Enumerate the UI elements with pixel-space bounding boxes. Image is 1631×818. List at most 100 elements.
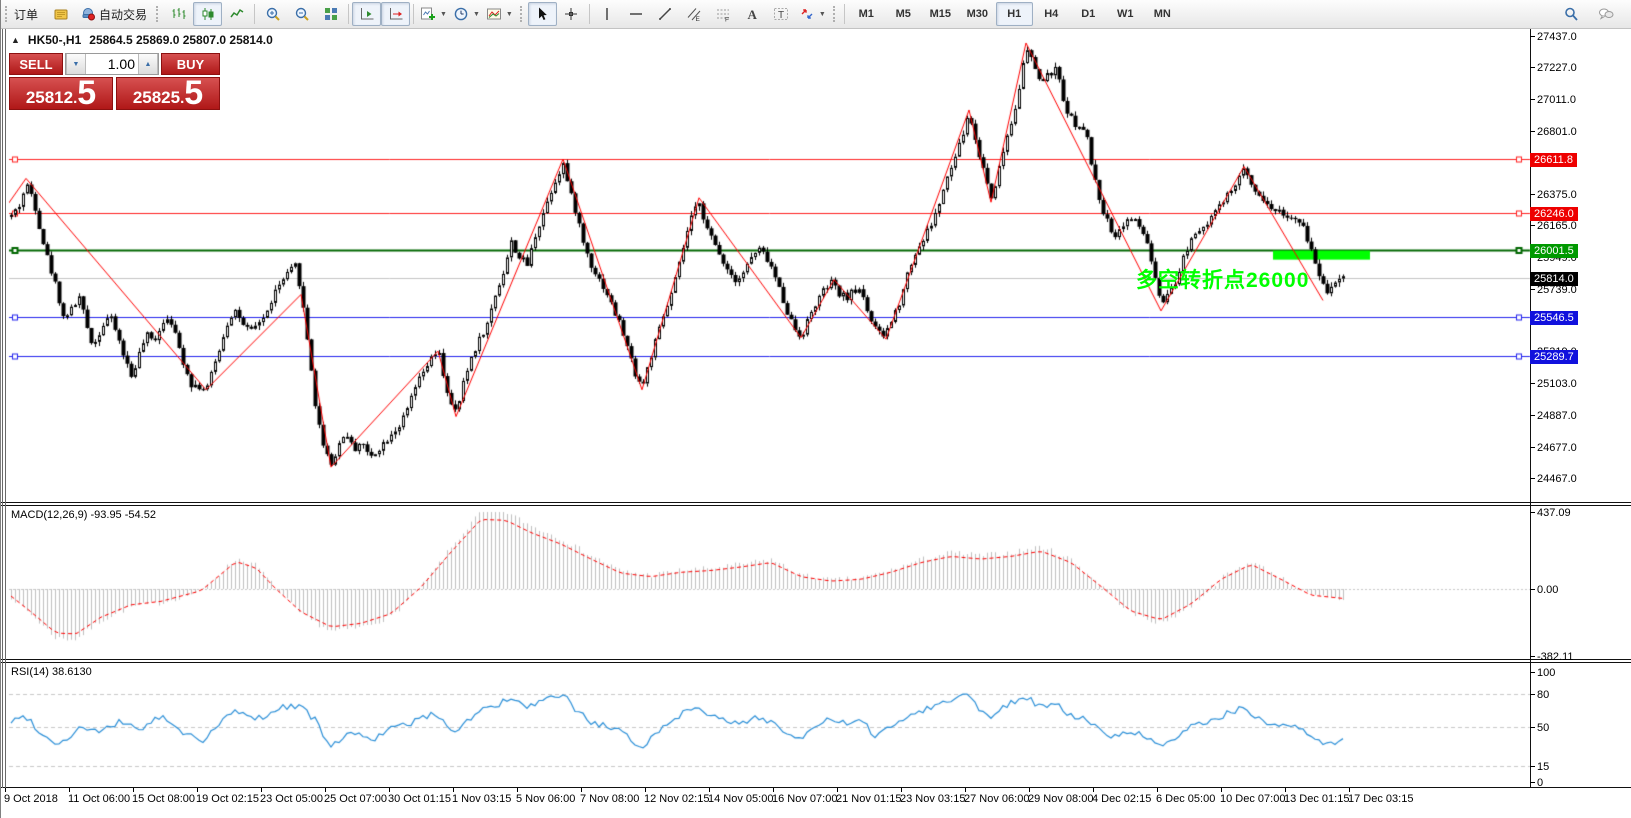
dropdown-arrow-icon[interactable]: ▼ (472, 10, 480, 18)
chart-shift-button[interactable] (352, 2, 382, 26)
time-label: 9 Oct 2018 (4, 793, 58, 805)
timeframe-m15[interactable]: M15 (922, 2, 959, 26)
time-label: 30 Oct 01:15 (388, 793, 451, 805)
periods-button[interactable]: ▼ (450, 2, 483, 26)
auto-scroll-button[interactable] (381, 2, 411, 26)
line-chart-button[interactable] (222, 2, 251, 26)
time-tick-mark (197, 788, 198, 792)
sell-price[interactable]: 25812. 5 (9, 76, 113, 110)
text-icon: A (748, 7, 758, 22)
horizontal-line[interactable] (9, 212, 1530, 215)
channel-button[interactable]: E (680, 2, 709, 26)
time-label: 11 Oct 06:00 (68, 793, 131, 805)
symbol-search-button[interactable] (1556, 2, 1585, 26)
crosshair-icon (565, 8, 578, 20)
rsi-tick-label: 0 (1537, 777, 1544, 789)
cursor-button[interactable] (527, 2, 557, 26)
dropdown-arrow-icon[interactable]: ▼ (440, 10, 447, 18)
macd-tick-mark (1530, 656, 1535, 658)
pane-splitter[interactable] (1, 502, 1631, 503)
horizontal-line[interactable] (9, 158, 1530, 161)
timeframe-h1[interactable]: H1 (995, 2, 1033, 26)
pane-splitter[interactable] (1, 659, 1631, 660)
search-icon (1564, 7, 1578, 21)
zoom-in-button[interactable] (258, 2, 287, 26)
volume-decrease-button[interactable]: ▼ (66, 54, 86, 74)
bar-chart-button[interactable] (164, 2, 193, 26)
chat-button[interactable] (1591, 2, 1620, 26)
horizontal-line[interactable] (9, 316, 1530, 319)
horizontal-line[interactable] (9, 249, 1530, 252)
buy-button[interactable]: BUY (161, 53, 220, 75)
price-tick-label: 24467.0 (1537, 473, 1577, 485)
rsi-tick-mark (1530, 782, 1535, 783)
time-tick-mark (69, 788, 70, 792)
shift-icon (360, 8, 374, 20)
time-label: 25 Oct 07:00 (324, 793, 387, 805)
orders-button-label: 订单 (13, 7, 38, 22)
new-order-button[interactable] (46, 2, 75, 26)
timeframe-h4[interactable]: H4 (1033, 2, 1070, 26)
dropdown-arrow-icon[interactable]: ▼ (505, 10, 513, 18)
timeframe-w1[interactable]: W1 (1107, 2, 1144, 26)
chart-ohlc-values: 25864.5 25869.0 25807.0 25814.0 (89, 33, 273, 47)
trendline-button[interactable] (651, 2, 680, 26)
vertical-line-button[interactable] (593, 2, 622, 26)
horizontal-line-button[interactable] (622, 2, 651, 26)
timeframe-w1-label: W1 (1117, 8, 1134, 20)
price-tick-mark (1530, 257, 1535, 259)
volume-input[interactable] (86, 54, 138, 74)
timeframe-m1[interactable]: M1 (848, 2, 885, 26)
price-axis[interactable] (1530, 29, 1531, 787)
buy-price[interactable]: 25825. 5 (116, 76, 220, 110)
new-chart-button[interactable]: ▼ (417, 2, 450, 26)
templates-button[interactable]: ▼ (483, 2, 516, 26)
time-label: 5 Nov 06:00 (516, 793, 576, 805)
orders-button[interactable]: 订单 (13, 2, 46, 26)
zoom-out-button[interactable] (287, 2, 316, 26)
vline-icon (606, 8, 609, 20)
price-tick-mark (1530, 383, 1535, 385)
time-tick-mark (709, 788, 710, 792)
fibonacci-button[interactable]: F (709, 2, 738, 26)
linechart-icon (229, 8, 243, 18)
zoomin-icon (266, 7, 280, 21)
macd-tick-label: 0.00 (1537, 584, 1559, 596)
timeframe-m30[interactable]: M30 (959, 2, 996, 26)
sell-button[interactable]: SELL (9, 53, 63, 75)
volume-increase-button[interactable]: ▲ (138, 54, 158, 74)
rsi-tick-label: 15 (1537, 760, 1550, 773)
time-tick-mark (453, 788, 454, 792)
clock-icon (454, 7, 468, 21)
time-label: 13 Dec 01:15 (1284, 793, 1350, 805)
tile-windows-button[interactable] (316, 2, 345, 26)
autoscroll-icon (389, 8, 403, 20)
toolbar: 订单 自动交易 ▼ ▼ ▼ E F A T ▼ M1 M5 M15 M30 H1 H4 D1 W1 MN (1, 0, 1631, 29)
price-tick-label: 24887.0 (1537, 410, 1577, 423)
arrows-button[interactable]: ▼ (796, 2, 829, 26)
time-label: 14 Nov 05:00 (708, 793, 774, 805)
price-line-label: 25289.7 (1530, 349, 1578, 364)
toolbar-separator (588, 4, 590, 24)
one-click-collapse-icon[interactable]: ▲ (11, 35, 20, 45)
text-button[interactable]: A (738, 2, 767, 26)
time-label: 23 Oct 05:00 (260, 793, 323, 805)
timeframe-d1[interactable]: D1 (1070, 2, 1107, 26)
price-tick-label: 25103.0 (1537, 378, 1577, 391)
time-tick-mark (1029, 788, 1030, 792)
horizontal-line[interactable] (9, 355, 1530, 358)
auto-trading-button[interactable]: 自动交易 (75, 2, 152, 26)
toolbar-drag-handle (519, 6, 525, 22)
text-label-button[interactable]: T (767, 2, 796, 26)
chart-symbol-period: HK50-,H1 (27, 33, 82, 47)
price-tick-mark (1530, 478, 1535, 479)
macd-tick-mark (1530, 589, 1535, 590)
crosshair-button[interactable] (557, 2, 586, 26)
timeframe-m5[interactable]: M5 (885, 2, 922, 26)
candlestick-chart-button[interactable] (193, 2, 223, 26)
timeframe-mn[interactable]: MN (1144, 2, 1181, 26)
highlight-bar (1273, 251, 1370, 260)
chart-annotation-text: 多空转折点26000 (1136, 269, 1310, 292)
dropdown-arrow-icon[interactable]: ▼ (818, 10, 826, 18)
